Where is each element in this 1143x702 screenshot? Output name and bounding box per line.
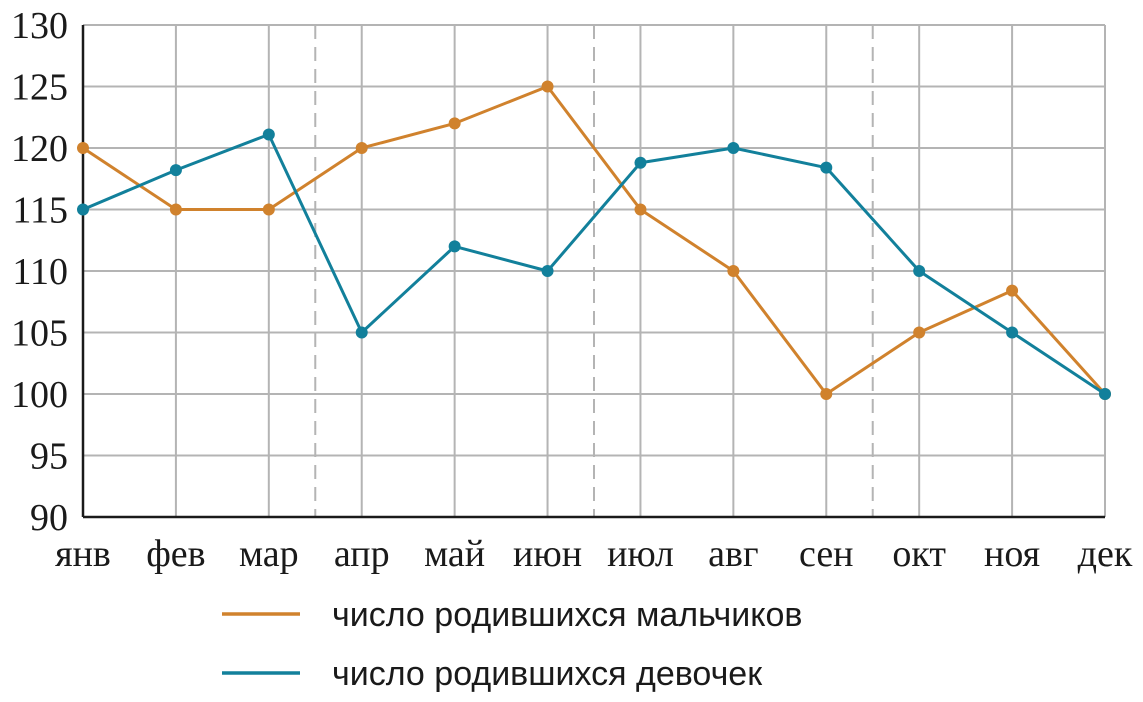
series-0-point [541, 80, 554, 93]
series-1-point [913, 265, 926, 277]
y-tick-label: 105 [11, 313, 68, 355]
y-tick-label: 90 [30, 497, 68, 539]
series-1-point [355, 326, 368, 339]
series-1-point [262, 128, 275, 141]
series-0-point [169, 203, 182, 216]
x-tick-label: дек [1078, 533, 1133, 575]
series-1-point [820, 161, 833, 174]
x-tick-label: авг [708, 533, 758, 575]
series-line-1 [82, 132, 1106, 396]
x-tick-label: ноя [984, 533, 1040, 575]
x-tick-label: окт [892, 533, 946, 575]
series-0-point [727, 265, 740, 277]
legend-label: число родившихся мальчиков [332, 596, 803, 634]
x-tick-label: сен [799, 533, 854, 575]
x-axis-tick-labels: янв фев мар апр май июн июл авг сен окт ноя дек [55, 533, 1133, 575]
series-1-point [77, 203, 89, 216]
series-1-point [1006, 326, 1019, 339]
y-tick-label: 125 [11, 67, 68, 109]
y-axis-tick-labels: 90 95 100 105 110 115 120 125 130 [11, 5, 68, 539]
x-tick-label: мар [239, 533, 299, 575]
x-tick-label: фев [146, 533, 205, 575]
legend-label: число родившихся девочек [332, 655, 763, 693]
x-tick-label: янв [55, 533, 111, 575]
x-tick-label: июн [513, 533, 582, 575]
series-line-0 [82, 85, 1107, 396]
chart-legend: число родившихся мальчиков число родивших… [222, 596, 803, 693]
series-1-point [448, 240, 461, 253]
series-1-point [727, 142, 740, 154]
y-tick-label: 95 [30, 436, 68, 478]
series-0-point [1006, 284, 1019, 297]
quarter-separators [314, 25, 874, 517]
chart-axes [81, 25, 1106, 519]
series-1-point [541, 265, 554, 277]
x-tick-label: июл [607, 533, 674, 575]
series-0-point [262, 203, 275, 216]
y-tick-label: 100 [11, 374, 68, 416]
chart-series [77, 80, 1111, 400]
y-tick-label: 115 [12, 190, 68, 232]
series-1-point [1099, 388, 1111, 400]
x-tick-label: май [424, 533, 485, 575]
series-1-point [634, 156, 647, 169]
series-1-point [169, 164, 182, 177]
series-0-point [913, 326, 926, 339]
y-tick-label: 130 [11, 5, 68, 47]
y-tick-label: 120 [11, 128, 68, 170]
y-tick-label: 110 [12, 251, 68, 293]
x-tick-label: апр [334, 533, 390, 575]
series-0-point [77, 142, 89, 154]
series-0-point [355, 142, 368, 154]
series-0-point [448, 117, 461, 130]
series-0-point [820, 388, 833, 400]
series-0-point [634, 203, 647, 216]
